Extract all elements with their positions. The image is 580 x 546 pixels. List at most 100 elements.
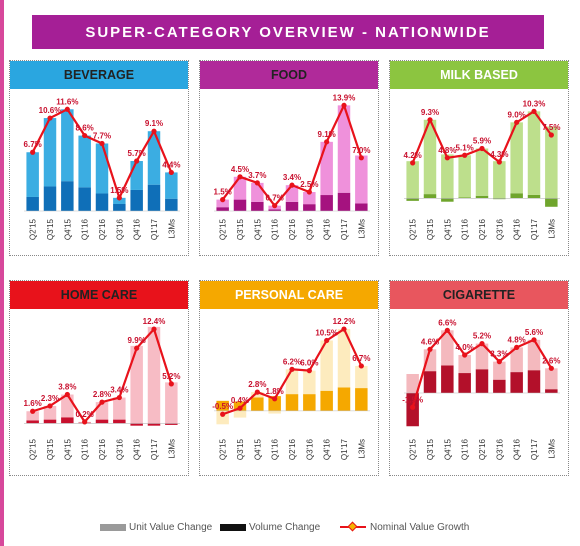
volume-bar-personal-care xyxy=(216,400,229,411)
x-tick-label: Q1'16 xyxy=(461,218,470,240)
legend-item-nominal-growth: Nominal Value Growth xyxy=(340,520,469,534)
unit-value-bar-milk-based xyxy=(441,154,454,199)
legend-label-volume: Volume Change xyxy=(249,521,321,533)
nominal-growth-point xyxy=(254,389,260,395)
volume-bar-milk-based xyxy=(527,194,541,199)
data-label: 3.4% xyxy=(283,173,301,182)
volume-bar-food xyxy=(337,192,351,211)
nominal-growth-point xyxy=(324,337,330,344)
nominal-growth-point xyxy=(462,352,468,358)
nominal-growth-point xyxy=(237,174,243,180)
x-tick-label: Q3'15 xyxy=(236,438,245,460)
x-tick-label: Q3'15 xyxy=(426,218,435,240)
unit-value-bar-home-care xyxy=(43,405,57,420)
data-label: 7.0% xyxy=(352,146,370,155)
nominal-growth-point xyxy=(462,152,468,158)
unit-value-bar-food xyxy=(303,192,316,205)
unit-value-bar-food xyxy=(320,141,333,196)
chart-panel-personal-care: PERSONAL CARE Q2'15 Q3'15 Q4'15 Q1'16 Q2'16 Q… xyxy=(199,280,379,476)
x-tick-label: L3Ms xyxy=(167,439,176,459)
chart-title-home-care: HOME CARE xyxy=(10,281,188,309)
legend-item-volume: Volume Change xyxy=(220,520,320,534)
x-tick-label: Q1'16 xyxy=(271,438,280,460)
volume-bar-personal-care xyxy=(251,397,264,411)
x-tick-label: Q2'16 xyxy=(478,218,487,240)
chart-svg-beverage: Q2'15 Q3'15 Q4'15 Q1'16 Q2'16 Q3'16 Q4'16 Q1'17… xyxy=(24,97,181,240)
volume-bar-cigarette xyxy=(545,389,558,393)
volume-bar-milk-based xyxy=(493,198,506,200)
unit-value-bar-milk-based xyxy=(545,126,558,199)
x-tick-label: Q3'15 xyxy=(46,438,55,460)
data-label: 9.3% xyxy=(421,108,439,117)
unit-value-bar-cigarette xyxy=(475,343,489,370)
nominal-growth-point xyxy=(479,341,485,347)
nominal-growth-point xyxy=(168,169,174,176)
volume-bar-cigarette xyxy=(423,371,437,393)
data-label: 13.9% xyxy=(333,93,356,102)
legend-swatch-nominal-growth xyxy=(340,522,366,532)
chart-svg-food: Q2'15 Q3'15 Q4'15 Q1'16 Q2'16 Q3'16 Q4'16 Q1'17… xyxy=(214,93,371,240)
nominal-growth-point xyxy=(548,132,554,138)
data-label: 3.8% xyxy=(58,383,76,392)
volume-bar-beverage xyxy=(130,189,143,211)
chart-svg-milk-based: Q2'15 Q3'15 Q4'15 Q1'16 Q2'16 Q3'16 Q4'16 Q1'17… xyxy=(404,99,561,240)
nominal-growth-point xyxy=(514,119,520,125)
volume-bar-milk-based xyxy=(475,195,489,199)
volume-bar-beverage xyxy=(113,203,126,211)
nominal-growth-point xyxy=(410,160,416,166)
volume-bar-milk-based xyxy=(406,198,419,201)
x-tick-label: Q2'15 xyxy=(29,438,38,460)
nominal-growth-point xyxy=(496,359,502,365)
data-label: 5.7% xyxy=(128,149,146,158)
unit-value-bar-home-care xyxy=(113,397,126,420)
x-tick-label: Q3'15 xyxy=(236,218,245,240)
nominal-growth-point xyxy=(47,115,53,121)
volume-bar-food xyxy=(216,207,229,211)
unit-value-bar-milk-based xyxy=(458,155,471,198)
x-tick-label: L3Ms xyxy=(167,219,176,239)
nominal-growth-point xyxy=(151,326,157,332)
nominal-growth-point xyxy=(272,396,278,402)
unit-value-bar-food xyxy=(337,105,351,193)
unit-value-bar-milk-based xyxy=(493,161,506,199)
chart-title-food: FOOD xyxy=(200,61,378,89)
data-label: 9.9% xyxy=(128,336,146,345)
volume-bar-beverage xyxy=(61,181,74,211)
x-tick-label: Q4'15 xyxy=(443,438,452,460)
nominal-growth-point xyxy=(479,145,485,152)
data-label: 4.5% xyxy=(231,165,249,174)
page-frame-accent xyxy=(0,0,4,546)
data-label: 9.1% xyxy=(318,130,336,139)
nominal-growth-point xyxy=(30,149,36,155)
data-label: 4.4% xyxy=(162,160,180,169)
x-tick-label: L3Ms xyxy=(357,439,366,459)
volume-bar-personal-care xyxy=(320,390,333,411)
unit-value-bar-cigarette xyxy=(545,368,558,390)
data-label: 8.6% xyxy=(76,124,94,133)
data-label: 5.1% xyxy=(456,143,474,152)
legend-label-nominal-growth: Nominal Value Growth xyxy=(370,521,470,533)
volume-bar-personal-care xyxy=(285,394,299,411)
data-label: 3.7% xyxy=(248,171,266,180)
nominal-growth-point xyxy=(220,197,226,203)
x-tick-label: Q4'15 xyxy=(443,218,452,240)
volume-bar-home-care xyxy=(147,423,161,426)
unit-value-bar-personal-care xyxy=(285,369,299,395)
chart-panel-food: FOOD Q2'15 Q3'15 Q4'15 Q1'16 Q2'16 Q3'16 Q4'16… xyxy=(199,60,379,256)
data-label: -1.5% xyxy=(402,395,423,404)
x-tick-label: Q2'16 xyxy=(98,438,107,460)
volume-bar-milk-based xyxy=(458,197,471,199)
data-label: 4.6% xyxy=(421,337,439,346)
volume-bar-personal-care xyxy=(337,387,351,411)
unit-value-bar-home-care xyxy=(130,345,143,424)
x-tick-label: Q1'17 xyxy=(530,218,539,240)
x-tick-label: Q2'16 xyxy=(98,218,107,240)
unit-value-bar-beverage xyxy=(43,118,57,187)
nominal-growth-point xyxy=(427,346,433,352)
data-label: 10.3% xyxy=(523,99,546,108)
nominal-growth-point xyxy=(82,132,88,139)
volume-bar-cigarette xyxy=(527,370,541,393)
data-label: 2.3% xyxy=(41,394,59,403)
x-tick-label: Q3'16 xyxy=(305,218,314,240)
unit-value-bar-beverage xyxy=(26,152,39,197)
